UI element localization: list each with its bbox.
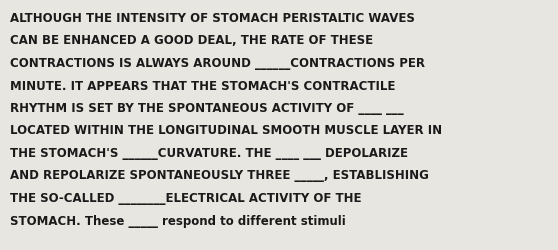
Text: STOMACH. These _____ respond to different stimuli: STOMACH. These _____ respond to differen… xyxy=(10,214,346,226)
Text: ALTHOUGH THE INTENSITY OF STOMACH PERISTALTIC WAVES: ALTHOUGH THE INTENSITY OF STOMACH PERIST… xyxy=(10,12,415,25)
Text: THE STOMACH'S ______CURVATURE. THE ____ ___ DEPOLARIZE: THE STOMACH'S ______CURVATURE. THE ____ … xyxy=(10,146,408,159)
Text: LOCATED WITHIN THE LONGITUDINAL SMOOTH MUSCLE LAYER IN: LOCATED WITHIN THE LONGITUDINAL SMOOTH M… xyxy=(10,124,442,137)
Text: MINUTE. IT APPEARS THAT THE STOMACH'S CONTRACTILE: MINUTE. IT APPEARS THAT THE STOMACH'S CO… xyxy=(10,79,396,92)
Text: CAN BE ENHANCED A GOOD DEAL, THE RATE OF THESE: CAN BE ENHANCED A GOOD DEAL, THE RATE OF… xyxy=(10,34,373,47)
Text: THE SO-CALLED ________ELECTRICAL ACTIVITY OF THE: THE SO-CALLED ________ELECTRICAL ACTIVIT… xyxy=(10,191,362,204)
Text: CONTRACTIONS IS ALWAYS AROUND ______CONTRACTIONS PER: CONTRACTIONS IS ALWAYS AROUND ______CONT… xyxy=(10,57,425,70)
Text: RHYTHM IS SET BY THE SPONTANEOUS ACTIVITY OF ____ ___: RHYTHM IS SET BY THE SPONTANEOUS ACTIVIT… xyxy=(10,102,403,114)
Text: AND REPOLARIZE SPONTANEOUSLY THREE _____, ESTABLISHING: AND REPOLARIZE SPONTANEOUSLY THREE _____… xyxy=(10,169,429,182)
